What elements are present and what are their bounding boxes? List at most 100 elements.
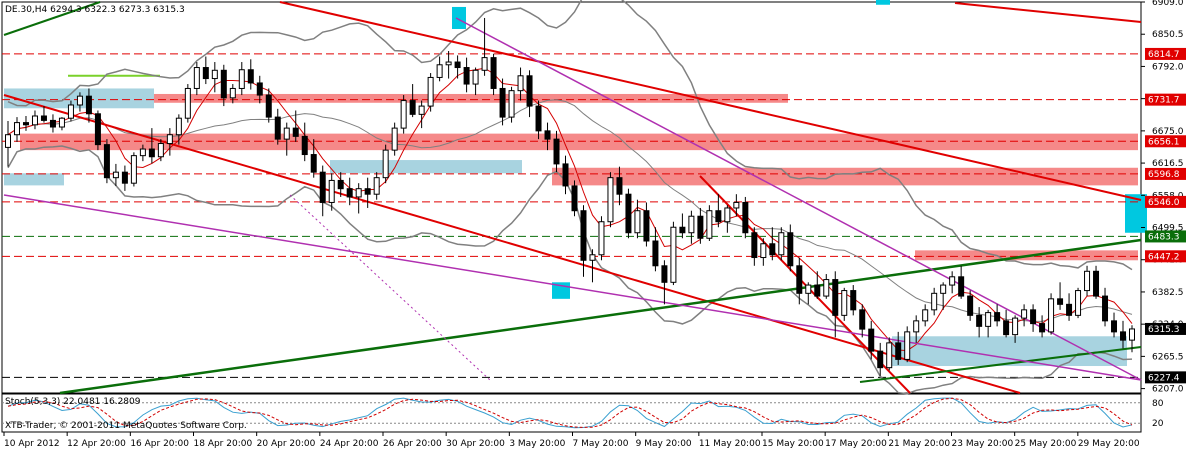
trend-dotted bbox=[289, 194, 491, 381]
x-tick-label: 11 May 20:00 bbox=[699, 439, 761, 449]
zone-6596 bbox=[552, 167, 1138, 186]
candle bbox=[355, 188, 362, 198]
candle bbox=[481, 57, 488, 71]
candle bbox=[1084, 270, 1091, 292]
candle bbox=[958, 276, 965, 297]
candle bbox=[697, 215, 704, 239]
candle bbox=[256, 82, 263, 96]
candle bbox=[724, 207, 731, 223]
candle bbox=[715, 210, 722, 223]
candle bbox=[76, 95, 83, 106]
candle bbox=[526, 75, 533, 107]
candle bbox=[283, 127, 290, 140]
candle bbox=[436, 64, 443, 78]
symbol-info: DE.30,H4 6294.3 6322.3 6273.3 6315.3 bbox=[5, 5, 185, 15]
candle bbox=[31, 115, 38, 126]
candle bbox=[409, 100, 416, 115]
candle bbox=[103, 144, 110, 179]
stoch-info: Stoch(5,3,3) 22.0481 16.2809 bbox=[5, 397, 141, 407]
candle bbox=[832, 279, 839, 316]
y-tick-label: 6792.0 bbox=[1152, 62, 1184, 72]
candle bbox=[922, 309, 929, 322]
candle bbox=[445, 61, 452, 66]
candle bbox=[373, 177, 380, 195]
candle bbox=[472, 69, 479, 85]
candle bbox=[1048, 298, 1055, 333]
x-tick-label: 15 May 20:00 bbox=[762, 439, 824, 449]
candle bbox=[976, 314, 983, 327]
price-markers: 6814.7 6731.7 6656.1 6596.8 6546.0 6483.3 6447… bbox=[1145, 47, 1186, 384]
candle bbox=[301, 135, 308, 156]
candle bbox=[877, 350, 884, 369]
x-tick-label: 21 May 20:00 bbox=[888, 439, 950, 449]
candle bbox=[328, 179, 335, 203]
candle bbox=[994, 312, 1001, 322]
zones-layer bbox=[4, 0, 1147, 367]
price-marker-label: 6447.2 bbox=[1148, 252, 1180, 262]
stoch-tick-label: 20 bbox=[1152, 419, 1164, 429]
candle bbox=[895, 342, 902, 360]
time-axis: 10 Apr 2012 12 Apr 20:00 16 Apr 20:00 18 Ap… bbox=[3, 432, 1140, 449]
trend-red-d bbox=[699, 175, 911, 394]
candle bbox=[616, 177, 623, 195]
candle bbox=[499, 87, 506, 118]
price-marker-label: 6315.3 bbox=[1148, 325, 1180, 335]
candle bbox=[463, 67, 470, 85]
candle bbox=[796, 265, 803, 294]
candle bbox=[337, 179, 344, 190]
x-tick-label: 29 May 20:00 bbox=[1078, 439, 1140, 449]
x-tick-label: 23 May 20:00 bbox=[952, 439, 1014, 449]
candle bbox=[454, 61, 461, 69]
candle bbox=[580, 210, 587, 261]
candle bbox=[5, 134, 11, 148]
candle bbox=[40, 115, 47, 121]
candle bbox=[670, 226, 677, 283]
candle bbox=[58, 117, 65, 128]
candle bbox=[1021, 309, 1028, 319]
candle bbox=[220, 69, 227, 99]
candle bbox=[193, 67, 200, 89]
candle bbox=[1057, 298, 1064, 305]
candle bbox=[1111, 320, 1118, 333]
x-tick-label: 20 Apr 20:00 bbox=[257, 439, 316, 449]
candle bbox=[823, 279, 830, 297]
candle bbox=[94, 113, 101, 146]
candle bbox=[679, 226, 686, 234]
candle bbox=[202, 67, 209, 80]
candle bbox=[1039, 323, 1046, 333]
candle bbox=[1075, 290, 1082, 316]
x-tick-label: 17 May 20:00 bbox=[825, 439, 887, 449]
candle bbox=[553, 138, 560, 165]
candle bbox=[49, 119, 56, 128]
x-tick-label: 3 May 20:00 bbox=[509, 439, 565, 449]
zone-blue-b bbox=[4, 173, 64, 186]
candle bbox=[814, 284, 821, 297]
candle bbox=[175, 117, 182, 136]
candle bbox=[769, 243, 776, 256]
candle bbox=[1129, 328, 1135, 341]
y-tick-label: 6382.5 bbox=[1152, 288, 1184, 298]
candle bbox=[625, 193, 632, 234]
candle bbox=[742, 201, 749, 234]
candle bbox=[22, 122, 29, 126]
price-marker-box bbox=[1145, 47, 1186, 60]
candle bbox=[112, 171, 119, 179]
y-tick-label: 6850.5 bbox=[1152, 30, 1184, 40]
x-tick-label: 7 May 20:00 bbox=[573, 439, 629, 449]
candle bbox=[535, 105, 542, 132]
candle bbox=[157, 143, 164, 158]
candle bbox=[778, 232, 785, 256]
candle bbox=[346, 188, 353, 198]
candle bbox=[652, 240, 659, 267]
cyan-mark-d bbox=[876, 0, 890, 5]
price-marker-box bbox=[1145, 167, 1186, 180]
y-tick-label: 6499.5 bbox=[1152, 224, 1184, 234]
price-marker-box bbox=[1145, 230, 1186, 243]
trend-magenta-b bbox=[455, 17, 1142, 381]
candle bbox=[382, 149, 389, 179]
candle bbox=[211, 69, 218, 80]
candle bbox=[1030, 309, 1037, 325]
candle bbox=[733, 201, 740, 209]
